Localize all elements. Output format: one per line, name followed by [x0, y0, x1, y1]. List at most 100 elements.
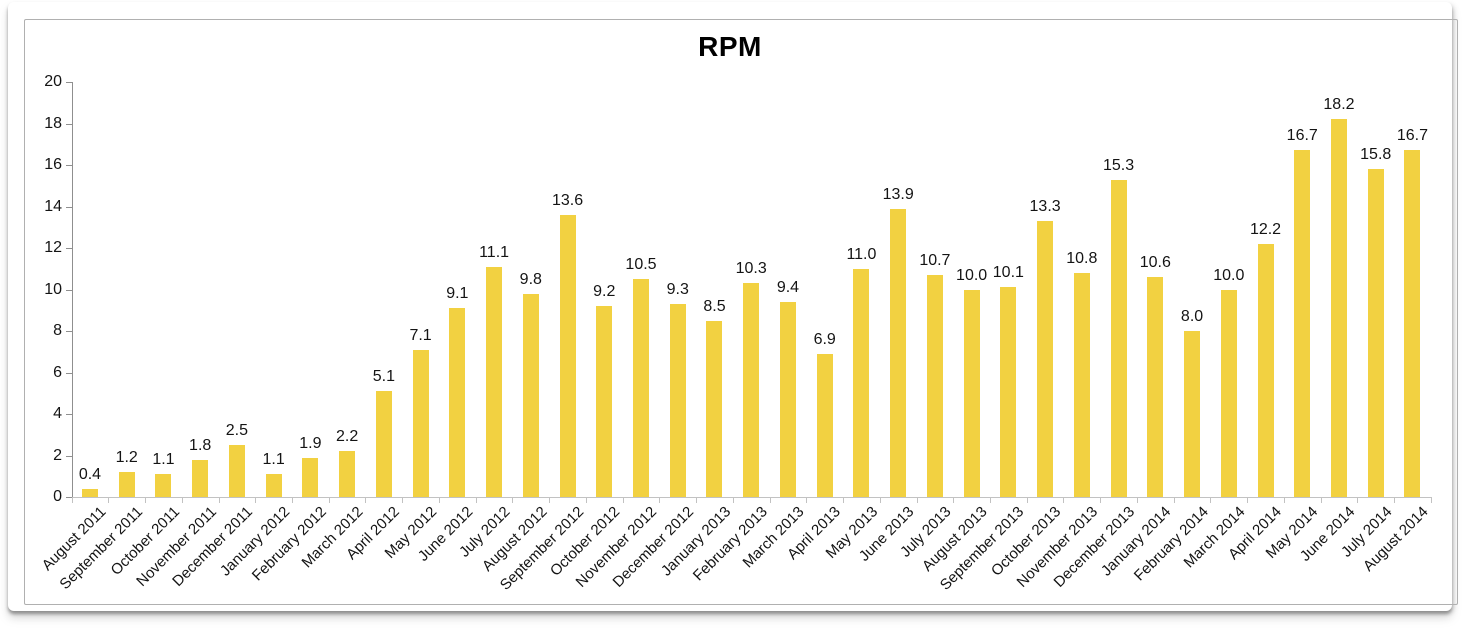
x-tick [218, 498, 220, 503]
y-tick [65, 123, 72, 125]
bar [1037, 221, 1054, 497]
bar [669, 304, 686, 497]
bar [1220, 289, 1237, 497]
x-tick [1026, 498, 1028, 503]
bar [853, 268, 870, 497]
bar-value-label: 9.4 [776, 278, 800, 296]
bar [816, 353, 833, 497]
x-tick [879, 498, 881, 503]
bar-value-label: 10.3 [735, 260, 767, 278]
x-tick [696, 498, 698, 503]
x-tick [1063, 498, 1065, 503]
bar-value-label: 11.0 [846, 245, 877, 263]
bar [743, 283, 760, 497]
bar [1367, 169, 1384, 497]
x-tick [145, 498, 147, 503]
bar [522, 293, 539, 497]
bar-value-label: 0.4 [78, 465, 102, 483]
y-tick [65, 497, 72, 498]
y-tick [65, 372, 72, 374]
bar [1073, 272, 1090, 497]
y-tick [65, 248, 72, 249]
x-tick [181, 498, 183, 503]
bar [559, 214, 576, 497]
y-tick-label: 0 [53, 488, 62, 505]
y-tick-label: 4 [53, 405, 62, 422]
y-tick [65, 206, 72, 208]
y-tick-label: 14 [44, 197, 62, 215]
x-tick [1320, 498, 1322, 503]
bar-value-label: 10.8 [1066, 249, 1098, 267]
chart-card [8, 2, 1458, 611]
bar-value-label: 16.7 [1396, 127, 1429, 145]
x-tick [843, 498, 845, 503]
y-tick-label: 6 [53, 363, 62, 381]
x-tick [108, 498, 110, 503]
bar [1147, 277, 1164, 497]
y-tick-label: 2 [53, 446, 62, 464]
bar-value-label: 9.2 [593, 283, 616, 301]
x-tick [769, 498, 771, 503]
y-tick-label: 18 [44, 114, 62, 132]
bar-value-label: 11.1 [479, 243, 510, 261]
x-tick [806, 498, 808, 503]
bar [265, 474, 282, 497]
bar [1184, 331, 1201, 497]
bar-value-label: 1.9 [299, 434, 322, 452]
bar-value-label: 1.1 [152, 451, 175, 469]
bar [486, 266, 503, 497]
x-tick [1210, 498, 1212, 503]
y-tick [65, 331, 72, 332]
bar-value-label: 10.5 [625, 256, 657, 274]
bar-value-label: 13.9 [882, 185, 914, 203]
y-tick-label: 20 [44, 73, 62, 90]
y-axis-line [71, 82, 73, 498]
bar [1404, 150, 1421, 497]
x-tick [585, 498, 587, 503]
x-tick [402, 498, 404, 503]
bar [1000, 287, 1017, 497]
x-tick [1173, 498, 1175, 503]
y-tick [65, 165, 72, 166]
bar-value-label: 12.2 [1249, 220, 1282, 238]
bar-value-label: 16.7 [1286, 127, 1318, 145]
bar [890, 208, 907, 497]
bar [706, 320, 723, 497]
bar-value-label: 10.0 [956, 266, 988, 284]
bar-value-label: 9.8 [519, 270, 542, 288]
y-tick-label: 8 [53, 322, 62, 339]
y-tick [65, 455, 72, 457]
x-tick [292, 498, 294, 503]
bar [779, 301, 796, 497]
bar-value-label: 10.7 [919, 251, 951, 269]
x-tick [990, 498, 991, 503]
bar-value-label: 10.6 [1139, 254, 1171, 272]
x-tick [71, 498, 73, 503]
bar-value-label: 2.2 [335, 428, 359, 446]
x-tick [1394, 498, 1396, 503]
y-tick [65, 289, 72, 291]
x-tick [732, 498, 734, 503]
x-tick [475, 498, 477, 503]
bar [633, 279, 649, 497]
bar [412, 349, 429, 497]
bar [926, 274, 943, 497]
bar [596, 306, 613, 497]
y-tick-label: 10 [44, 280, 62, 298]
bar-value-label: 8.0 [1180, 308, 1204, 325]
y-tick [65, 82, 72, 83]
bar-value-label: 15.8 [1360, 146, 1392, 164]
bar [118, 472, 135, 497]
bar-value-label: 13.3 [1029, 198, 1061, 216]
x-tick [916, 498, 918, 503]
x-tick [328, 498, 330, 503]
bar-value-label: 15.3 [1102, 156, 1135, 174]
chart-frame-border [24, 19, 1458, 605]
bar [449, 308, 466, 497]
x-tick [1283, 498, 1285, 503]
bar [192, 459, 209, 497]
bar-value-label: 9.3 [666, 281, 689, 299]
bar [228, 445, 245, 497]
bar-value-label: 8.5 [703, 297, 726, 315]
bar-value-label: 9.1 [446, 285, 469, 303]
